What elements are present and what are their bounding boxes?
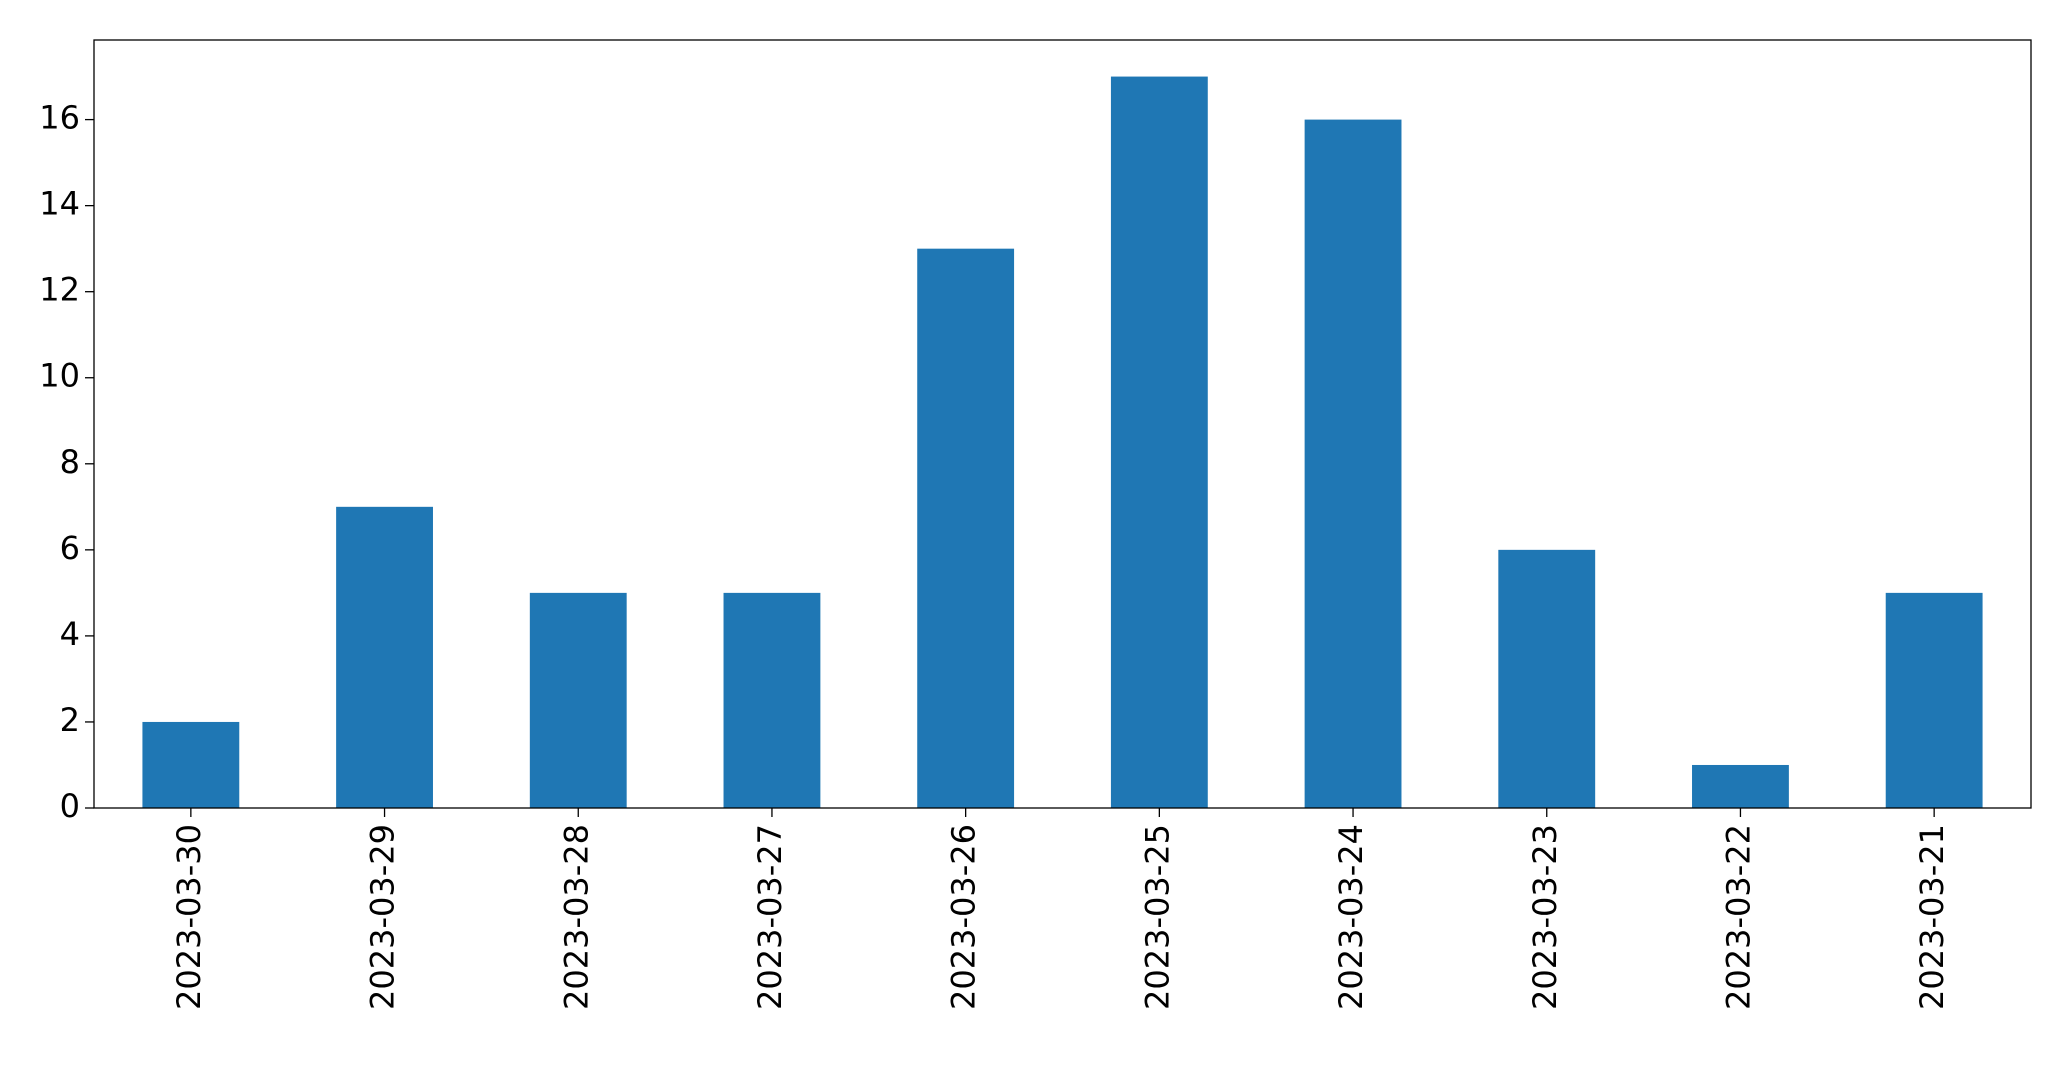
bar bbox=[1110, 76, 1208, 809]
y-tick-label: 0 bbox=[60, 787, 80, 825]
bar bbox=[1692, 764, 1789, 808]
x-tick-label: 2023-03-21 bbox=[1913, 824, 1951, 1010]
y-tick-label: 10 bbox=[39, 357, 80, 395]
y-tick-label: 12 bbox=[39, 271, 80, 309]
bar bbox=[1498, 549, 1596, 808]
y-tick-label: 6 bbox=[60, 529, 80, 567]
y-tick-label: 8 bbox=[60, 443, 80, 481]
bar bbox=[1304, 119, 1402, 809]
x-tick-label: 2023-03-22 bbox=[1719, 824, 1757, 1010]
x-tick-label: 2023-03-26 bbox=[945, 824, 983, 1010]
bar bbox=[529, 592, 627, 808]
x-tick-label: 2023-03-27 bbox=[751, 824, 789, 1010]
x-tick-label: 2023-03-29 bbox=[364, 824, 402, 1010]
x-tick-label: 2023-03-25 bbox=[1138, 824, 1176, 1010]
y-tick-label: 2 bbox=[60, 701, 80, 739]
y-tick-label: 14 bbox=[39, 185, 80, 223]
bar bbox=[917, 248, 1015, 809]
x-tick-label: 2023-03-23 bbox=[1526, 824, 1564, 1010]
bar bbox=[142, 721, 240, 808]
y-tick-label: 16 bbox=[39, 99, 80, 137]
bar bbox=[1885, 592, 1983, 808]
x-tick-label: 2023-03-24 bbox=[1332, 824, 1370, 1010]
x-tick-label: 2023-03-28 bbox=[557, 824, 595, 1010]
y-tick-label: 4 bbox=[60, 615, 80, 653]
bar bbox=[336, 506, 433, 808]
bar bbox=[723, 592, 821, 808]
plot-frame bbox=[93, 39, 2032, 809]
x-tick-label: 2023-03-30 bbox=[170, 824, 208, 1010]
